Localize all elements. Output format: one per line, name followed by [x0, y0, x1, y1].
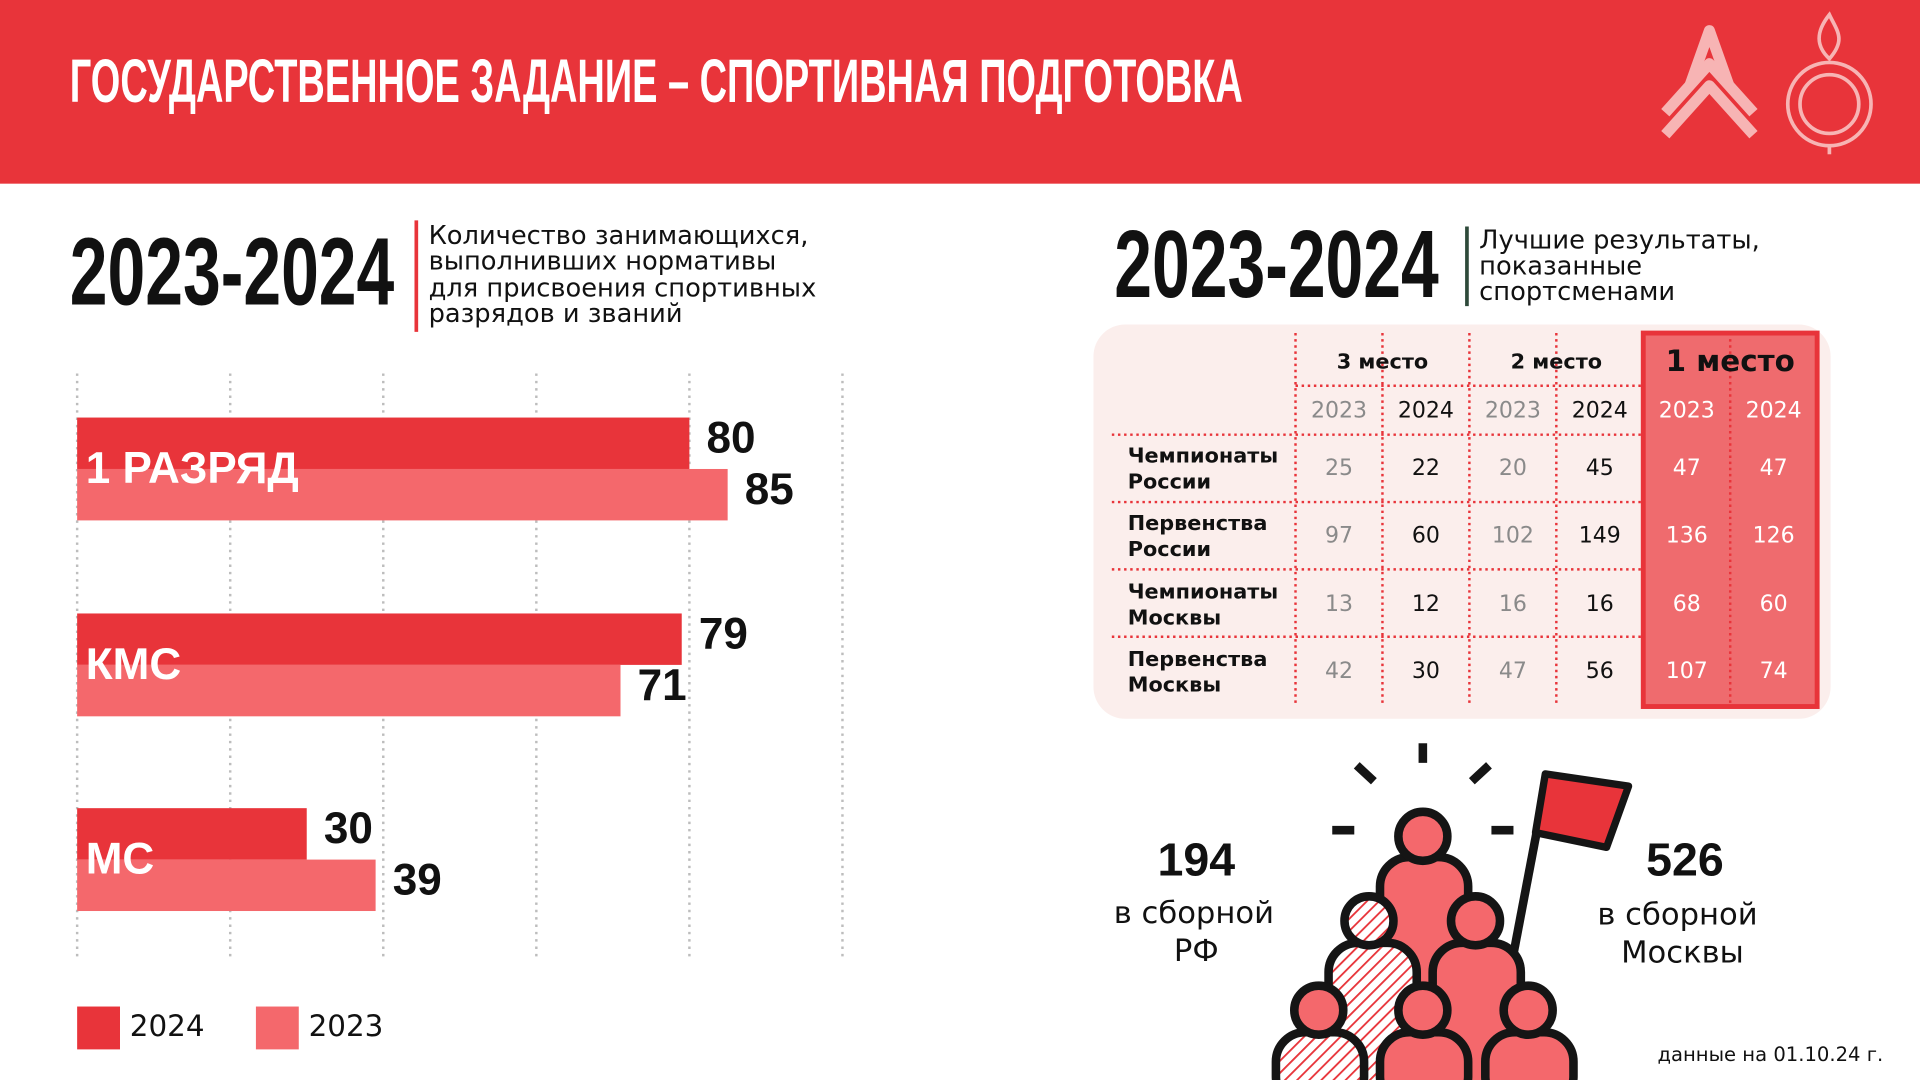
row-label: Первенства	[1128, 511, 1268, 535]
stat-value: 526	[1646, 834, 1724, 886]
legend-swatch	[255, 1006, 299, 1050]
table-cell: 22	[1412, 456, 1440, 481]
value-label: 85	[745, 465, 794, 514]
table-cell: 60	[1760, 592, 1788, 617]
table-cell: 102	[1492, 523, 1534, 548]
table-cell: 47	[1673, 456, 1701, 481]
table-cell: 74	[1760, 659, 1788, 684]
table-cell: 12	[1412, 592, 1440, 617]
year-header: 2023	[1659, 398, 1715, 423]
stat-label: Москвы	[1621, 935, 1744, 970]
footnote: данные на 01.10.24 г.	[1657, 1043, 1883, 1066]
year-header: 2024	[1572, 398, 1628, 423]
year-header: 2024	[1746, 398, 1802, 423]
chart-subtitle: для присвоения спортивных	[429, 273, 817, 303]
group-header: 2 место	[1511, 349, 1602, 373]
bar	[77, 664, 621, 717]
category-label: КМС	[86, 640, 181, 689]
value-label: 30	[324, 804, 373, 853]
value-label: 71	[638, 661, 687, 710]
table-cell: 16	[1586, 592, 1614, 617]
row-label: Первенства	[1128, 647, 1268, 671]
category-label: МС	[86, 835, 155, 884]
table-cell: 126	[1753, 523, 1795, 548]
table-cell: 47	[1760, 456, 1788, 481]
table-cell: 16	[1499, 592, 1527, 617]
table-cell: 136	[1666, 523, 1708, 548]
row-label: России	[1128, 537, 1211, 561]
row-label: Москвы	[1128, 605, 1221, 629]
chart-title: 2023-2024	[70, 219, 394, 325]
stat-value: 194	[1158, 834, 1236, 886]
legend-label: 2024	[130, 1009, 205, 1043]
table-cell: 47	[1499, 659, 1527, 684]
page-title: ГОСУДАРСТВЕННОЕ ЗАДАНИЕ – СПОРТИВНАЯ ПОД…	[70, 47, 1243, 115]
row-label: Чемпионаты	[1128, 444, 1278, 468]
results-title: 2023-2024	[1114, 212, 1438, 318]
results-caption: Лучшие результаты,	[1479, 226, 1760, 256]
value-label: 39	[393, 855, 442, 904]
stat-label: в сборной	[1597, 897, 1757, 932]
results-caption: показанные	[1479, 251, 1642, 281]
legend-swatch	[77, 1006, 120, 1050]
category-label: 1 РАЗРЯД	[86, 444, 299, 493]
table-cell: 13	[1325, 592, 1353, 617]
stat-label: РФ	[1174, 934, 1219, 969]
row-label: Москвы	[1128, 673, 1221, 697]
year-header: 2024	[1398, 398, 1454, 423]
pyramid-illustration	[1271, 743, 1633, 1080]
table-cell: 97	[1325, 523, 1353, 548]
table-cell: 68	[1673, 592, 1701, 617]
group-header: 1 место	[1666, 344, 1795, 378]
year-header: 2023	[1485, 398, 1541, 423]
legend-label: 2023	[309, 1009, 384, 1043]
chart-subtitle: Количество занимающихся,	[429, 221, 809, 251]
table-cell: 56	[1586, 659, 1614, 684]
row-label: России	[1128, 469, 1211, 493]
chart-subtitle: выполнивших нормативы	[429, 247, 777, 277]
table-cell: 45	[1586, 456, 1614, 481]
stat-label: в сборной	[1114, 896, 1274, 931]
bar	[77, 613, 682, 665]
bar	[77, 417, 690, 469]
results-caption: спортсменами	[1479, 277, 1675, 307]
table-cell: 25	[1325, 456, 1353, 481]
year-header: 2023	[1311, 398, 1367, 423]
row-label: Чемпионаты	[1128, 580, 1278, 604]
table-cell: 20	[1499, 456, 1527, 481]
value-label: 79	[699, 609, 748, 658]
bar	[77, 468, 728, 521]
header-band	[0, 0, 1920, 184]
value-label: 80	[707, 413, 756, 462]
table-cell: 107	[1666, 659, 1708, 684]
logo-mark	[1661, 25, 1758, 139]
table-cell: 42	[1325, 659, 1353, 684]
chart-subtitle: разрядов и званий	[429, 299, 683, 329]
group-header: 3 место	[1337, 349, 1428, 373]
logo-emblem	[1785, 11, 1873, 155]
table-cell: 149	[1579, 523, 1621, 548]
bar	[77, 859, 376, 912]
bar	[77, 808, 307, 860]
table-cell: 30	[1412, 659, 1440, 684]
table-cell: 60	[1412, 523, 1440, 548]
